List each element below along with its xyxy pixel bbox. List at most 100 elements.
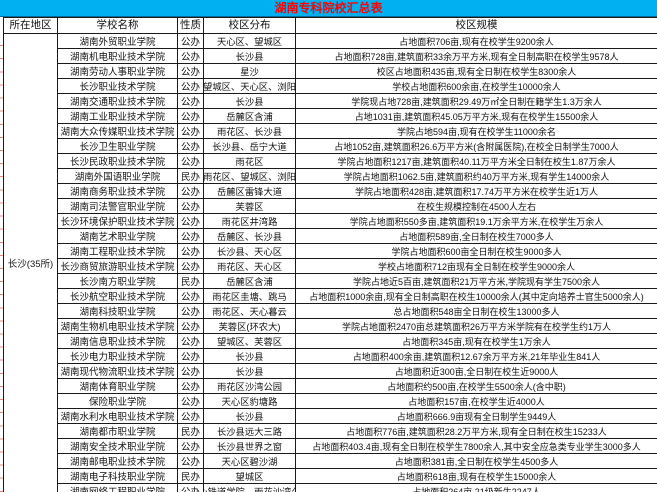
campus-cell[interactable]: 天心区碧沙湖 (204, 454, 296, 468)
school-type-cell[interactable]: 公办 (178, 439, 204, 453)
school-name-cell[interactable]: 湖南安全技术职业学院 (58, 439, 178, 453)
school-type-cell[interactable]: 公办 (178, 244, 204, 258)
school-name-cell[interactable]: 湖南科技职业学院 (58, 304, 178, 318)
school-type-cell[interactable]: 公办 (178, 154, 204, 168)
campus-cell[interactable]: 长沙县、岳宁大道 (204, 139, 296, 153)
school-name-cell[interactable]: 湖南电子科技职业学院 (58, 469, 178, 483)
scale-cell[interactable]: 占地面积近300亩,全日制在校生近9000人 (394, 366, 559, 377)
scale-cell[interactable]: 占地面积264亩,21级新生2247人 (412, 486, 541, 492)
scale-cell[interactable]: 学院占地594亩,现有在校学生11000余名 (397, 126, 556, 137)
school-name-cell[interactable]: 长沙电力职业技术学院 (58, 349, 178, 363)
scale-cell[interactable]: 校区占地面积435亩,现有全日制在校学生8300余人 (376, 66, 577, 77)
school-name-cell[interactable]: 长沙南方职业学院 (58, 274, 178, 288)
school-name-cell[interactable]: 湖南体育职业学院 (58, 379, 178, 393)
school-type-cell[interactable]: 公办 (178, 34, 204, 48)
school-type-cell[interactable]: 公办 (178, 184, 204, 198)
scale-cell[interactable]: 学院占地面积550多亩,建筑面积19.1万余平方米,在校学生万余人 (349, 216, 604, 227)
school-type-cell[interactable]: 公办 (178, 409, 204, 423)
school-name-cell[interactable]: 湖南机电职业技术学院 (58, 49, 178, 63)
school-name-cell[interactable]: 湖南司法警官职业学院 (58, 199, 178, 213)
campus-cell[interactable]: 长沙县 (204, 349, 296, 363)
school-type-cell[interactable]: 公办 (178, 484, 204, 492)
table-title[interactable]: 湖南专科院校汇总表 (0, 0, 657, 17)
school-name-cell[interactable]: 湖南大众传媒职业技术学院 (58, 124, 178, 138)
scale-cell[interactable]: 占地面积1000余亩,现有全日制高职在校生10000余人(其中定向培养士官生50… (309, 291, 644, 302)
scale-cell[interactable]: 在校生规模控制在4500人左右 (416, 201, 537, 212)
campus-cell[interactable]: 天心区豹塘路 (204, 394, 296, 408)
campus-cell[interactable]: 雨花区 (204, 154, 296, 168)
scale-cell[interactable]: 学院占地面积1062.5亩,建筑面积约40万平方米,现有学生14000余人 (343, 171, 610, 182)
campus-cell[interactable]: 岳麓区含浦 (204, 274, 296, 288)
campus-cell[interactable]: 长沙县、天心区 (204, 244, 296, 258)
scale-cell[interactable]: 学校占地面积600余亩,在校学生10000余人 (392, 81, 561, 92)
school-name-cell[interactable]: 湖南邮电职业技术学院 (58, 454, 178, 468)
school-name-cell[interactable]: 保险职业学院 (58, 394, 178, 408)
campus-cell[interactable]: 雨花区、天心暮云 (204, 304, 296, 318)
campus-cell[interactable]: 雨花区、长沙县 (204, 124, 296, 138)
column-header-scale[interactable]: 校区规模 (296, 18, 657, 34)
column-header-campus[interactable]: 校区分布 (204, 18, 296, 34)
school-type-cell[interactable]: 公办 (178, 334, 204, 348)
school-name-cell[interactable]: 湖南商务职业技术学院 (58, 184, 178, 198)
school-type-cell[interactable]: 公办 (178, 199, 204, 213)
scale-cell[interactable]: 占地面积728亩,建筑面积33余万平方米,现有全日制高职在校学生9578人 (334, 51, 619, 62)
campus-cell[interactable]: 雨花区沙湾公园 (204, 379, 296, 393)
school-name-cell[interactable]: 湖南工业职业技术学院 (58, 109, 178, 123)
school-type-cell[interactable]: 公办 (178, 94, 204, 108)
scale-cell[interactable]: 占地1031亩,建筑面积45.05万平方米,现有在校学生15500余人 (354, 111, 599, 122)
campus-cell[interactable]: 长沙县 (204, 94, 296, 108)
school-name-cell[interactable]: 湖南水利水电职业技术学院 (58, 409, 178, 423)
column-header-type[interactable]: 性质 (178, 18, 204, 34)
scale-cell[interactable]: 学院现占地728亩,建筑面积29.49万㎡全日制在籍学生1.3万余人 (351, 96, 602, 107)
scale-cell[interactable]: 学院占地面积428亩,建筑面积17.74万平方米在校学生近1万人 (354, 186, 599, 197)
school-type-cell[interactable]: 民办 (178, 469, 204, 483)
region-merged-cell[interactable]: 长沙(35所) (4, 34, 58, 492)
campus-cell[interactable]: 岳麓区、长沙县 (204, 229, 296, 243)
campus-cell[interactable]: 岳麓区雷锋大道 (204, 184, 296, 198)
school-name-cell[interactable]: 长沙卫生职业学院 (58, 139, 178, 153)
scale-cell[interactable]: 总占地面积548亩全日制在校生13000多人 (393, 306, 560, 317)
school-name-cell[interactable]: 湖南交通职业技术学院 (58, 94, 178, 108)
school-name-cell[interactable]: 湖南现代物流职业技术学院 (58, 364, 178, 378)
column-header-region[interactable]: 所在地区 (4, 18, 58, 34)
campus-cell[interactable]: 雨花区圭塘、跳马 (204, 289, 296, 303)
campus-cell[interactable]: 雨花区、天心区 (204, 259, 296, 273)
school-type-cell[interactable]: 公办 (178, 349, 204, 363)
school-name-cell[interactable]: 长沙职业技术学院 (58, 79, 178, 93)
scale-cell[interactable]: 占地面积618亩,现有在校学生15000余人 (396, 471, 557, 482)
campus-cell[interactable]: 长沙县世界之窗 (204, 439, 296, 453)
campus-cell[interactable]: 岳麓区含浦 (204, 109, 296, 123)
scale-cell[interactable]: 学校占地面积712亩现有全日制在校学生9000余人 (377, 261, 576, 272)
school-name-cell[interactable]: 长沙航空职业技术学院 (58, 289, 178, 303)
school-type-cell[interactable]: 公办 (178, 379, 204, 393)
school-type-cell[interactable]: 公办 (178, 394, 204, 408)
campus-cell[interactable]: 天心铁道学院、雨花沙湾公园 (204, 484, 296, 492)
school-type-cell[interactable]: 公办 (178, 124, 204, 138)
school-type-cell[interactable]: 民办 (178, 274, 204, 288)
school-type-cell[interactable]: 公办 (178, 64, 204, 78)
school-type-cell[interactable]: 公办 (178, 229, 204, 243)
campus-cell[interactable]: 雨花区井湾路 (204, 214, 296, 228)
campus-cell[interactable]: 长沙县 (204, 49, 296, 63)
scale-cell[interactable]: 学院占地近5百亩,建筑面积21万平方米,学院现有学生7500余人 (352, 276, 601, 287)
scale-cell[interactable]: 占地面积157亩,在校学生近4000人 (408, 396, 545, 407)
school-name-cell[interactable]: 湖南外贸职业学院 (58, 34, 178, 48)
campus-cell[interactable]: 芙蓉区(环农大) (204, 319, 296, 333)
school-name-cell[interactable]: 湖南都市职业学院 (58, 424, 178, 438)
school-type-cell[interactable]: 公办 (178, 259, 204, 273)
scale-cell[interactable]: 占地面积345亩,现有在校学生1万余人 (402, 336, 551, 347)
school-type-cell[interactable]: 民办 (178, 424, 204, 438)
campus-cell[interactable]: 长沙县远大三路 (204, 424, 296, 438)
campus-cell[interactable]: 星沙 (204, 64, 296, 78)
campus-cell[interactable]: 望城区、芙蓉区 (204, 334, 296, 348)
scale-cell[interactable]: 占地面积约500亩,在校学生5500余人(含中职) (387, 381, 566, 392)
scale-cell[interactable]: 占地面积381亩,全日制在校学生4500多人 (394, 456, 559, 467)
campus-cell[interactable]: 雨花区、望城区、浏阳 (204, 169, 296, 183)
school-name-cell[interactable]: 湖南网络工程职业学院 (58, 484, 178, 492)
school-type-cell[interactable]: 公办 (178, 289, 204, 303)
scale-cell[interactable]: 占地面积776亩,建筑面积28.2万平方米,现有全日制在校生15233人 (346, 426, 607, 437)
scale-cell[interactable]: 占地面积706亩,现有在校学生9200余人 (399, 36, 554, 47)
scale-cell[interactable]: 占地面积589亩,全日制在校生7000多人 (399, 231, 554, 242)
school-type-cell[interactable]: 公办 (178, 109, 204, 123)
scale-cell[interactable]: 学院占地面积1217亩,建筑面积40.11万平方米全日制在校生1.87万余人 (337, 156, 616, 167)
